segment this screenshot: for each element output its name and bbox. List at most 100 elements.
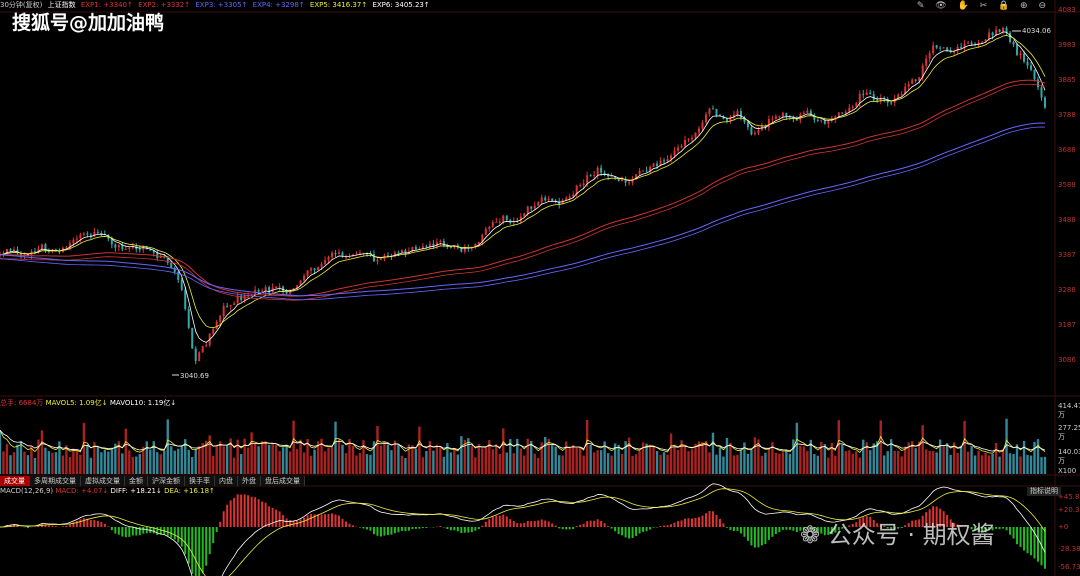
volume-bar <box>285 444 288 474</box>
volume-bar <box>722 456 725 474</box>
candle-body <box>764 126 767 128</box>
volume-bar <box>58 441 61 474</box>
mavol10-line <box>0 429 1046 452</box>
volume-bar <box>2 451 5 474</box>
volume-bar <box>96 446 100 474</box>
volume-bar <box>816 455 820 474</box>
volume-bar <box>12 452 16 474</box>
tab-5[interactable]: 换手率 <box>185 476 215 486</box>
macd-axis-4: -56.73 <box>1058 563 1080 571</box>
exp1: EXP1: +3340↑ <box>80 1 133 9</box>
candle-body <box>341 252 344 257</box>
total-volume: 总手: 6684万 <box>0 399 44 407</box>
dea-line <box>0 488 1046 576</box>
candle-body <box>603 172 606 174</box>
volume-bar <box>344 453 348 474</box>
chart-toolbar[interactable]: ✎ 👁 ✋ ✂ 🔒 ⊕ ⊖ <box>916 1 1050 11</box>
tab-8[interactable]: 盘后成交量 <box>261 476 305 486</box>
candle-body <box>568 196 571 199</box>
tab-3[interactable]: 金额 <box>125 476 148 486</box>
macd-axis-1: +20.31 <box>1058 506 1080 514</box>
tab-0[interactable]: 成交量 <box>0 476 30 486</box>
candle-body <box>736 110 739 115</box>
candle-body <box>89 234 92 237</box>
candle-body <box>995 29 998 36</box>
candle-body <box>732 114 735 118</box>
volume-bar <box>400 455 404 474</box>
candle-body <box>855 103 858 107</box>
mavol5-line <box>0 430 1046 454</box>
volume-bar <box>82 422 86 474</box>
volume-bar <box>348 439 351 474</box>
volume-bar <box>170 446 173 474</box>
candle-body <box>358 252 361 255</box>
candle-body <box>596 167 599 176</box>
candle-body <box>484 228 487 235</box>
tab-2[interactable]: 虚拟成交量 <box>81 476 125 486</box>
volume-bar <box>365 454 369 474</box>
volume-bar <box>938 439 942 474</box>
price-tick: 3688 <box>1058 146 1076 154</box>
volume-bar <box>1036 439 1040 474</box>
volume-bar <box>26 455 30 474</box>
volume-bar <box>428 440 432 474</box>
candle-body <box>278 286 281 288</box>
volume-bar <box>890 439 893 474</box>
volume-bar <box>488 440 491 474</box>
candle-body <box>75 238 78 240</box>
candle-body <box>114 244 117 248</box>
indicator-help-button[interactable]: 指标说明 <box>1027 487 1061 496</box>
volume-bar <box>65 445 68 474</box>
volume-bar <box>376 425 379 474</box>
candle-body <box>418 248 421 250</box>
candle-body <box>222 305 225 317</box>
volume-bar <box>617 445 620 474</box>
tab-4[interactable]: 沪深金额 <box>148 476 185 486</box>
candle-body <box>795 118 798 121</box>
candle-body <box>26 253 29 256</box>
volume-bar <box>1001 448 1005 474</box>
volume-bar <box>121 453 124 474</box>
candle-body <box>656 163 659 166</box>
candle-body <box>635 174 638 180</box>
tab-7[interactable]: 外盘 <box>238 476 261 486</box>
volume-bar <box>516 438 519 474</box>
candle-body <box>537 202 540 206</box>
volume-bar <box>750 449 753 474</box>
candle-body <box>1044 97 1046 108</box>
candle-body <box>355 254 358 256</box>
candle-body <box>219 316 222 322</box>
volume-bar <box>641 442 645 474</box>
volume-bar <box>900 456 903 474</box>
price-tick: 3187 <box>1058 321 1076 329</box>
volume-bar <box>547 438 550 474</box>
candle-body <box>918 77 921 81</box>
candle-body <box>428 243 431 248</box>
volume-bar <box>5 444 9 474</box>
candle-body <box>519 216 522 222</box>
volume-bar <box>302 452 306 474</box>
mavol5: MAVOL5: 1.09亿↓ <box>45 399 108 407</box>
volume-bar <box>652 446 655 474</box>
candle-body <box>806 110 809 113</box>
candle-body <box>327 257 330 261</box>
candle-body <box>236 295 239 304</box>
candle-body <box>621 178 624 182</box>
candle-body <box>624 178 627 183</box>
volume-bar <box>834 455 837 474</box>
candle-body <box>939 47 942 49</box>
candle-body <box>670 155 673 160</box>
volume-bar <box>921 425 924 474</box>
volume-bar <box>103 449 107 474</box>
volume-bar <box>484 446 488 474</box>
candle-body <box>677 147 680 151</box>
candle-body <box>386 255 389 257</box>
tab-6[interactable]: 内盘 <box>215 476 238 486</box>
candle-body <box>715 108 718 116</box>
tab-1[interactable]: 多周期成交量 <box>30 476 81 486</box>
candle-body <box>124 248 127 250</box>
volume-bar <box>215 444 218 474</box>
volume-bar <box>519 448 522 474</box>
volume-bar <box>267 444 271 474</box>
